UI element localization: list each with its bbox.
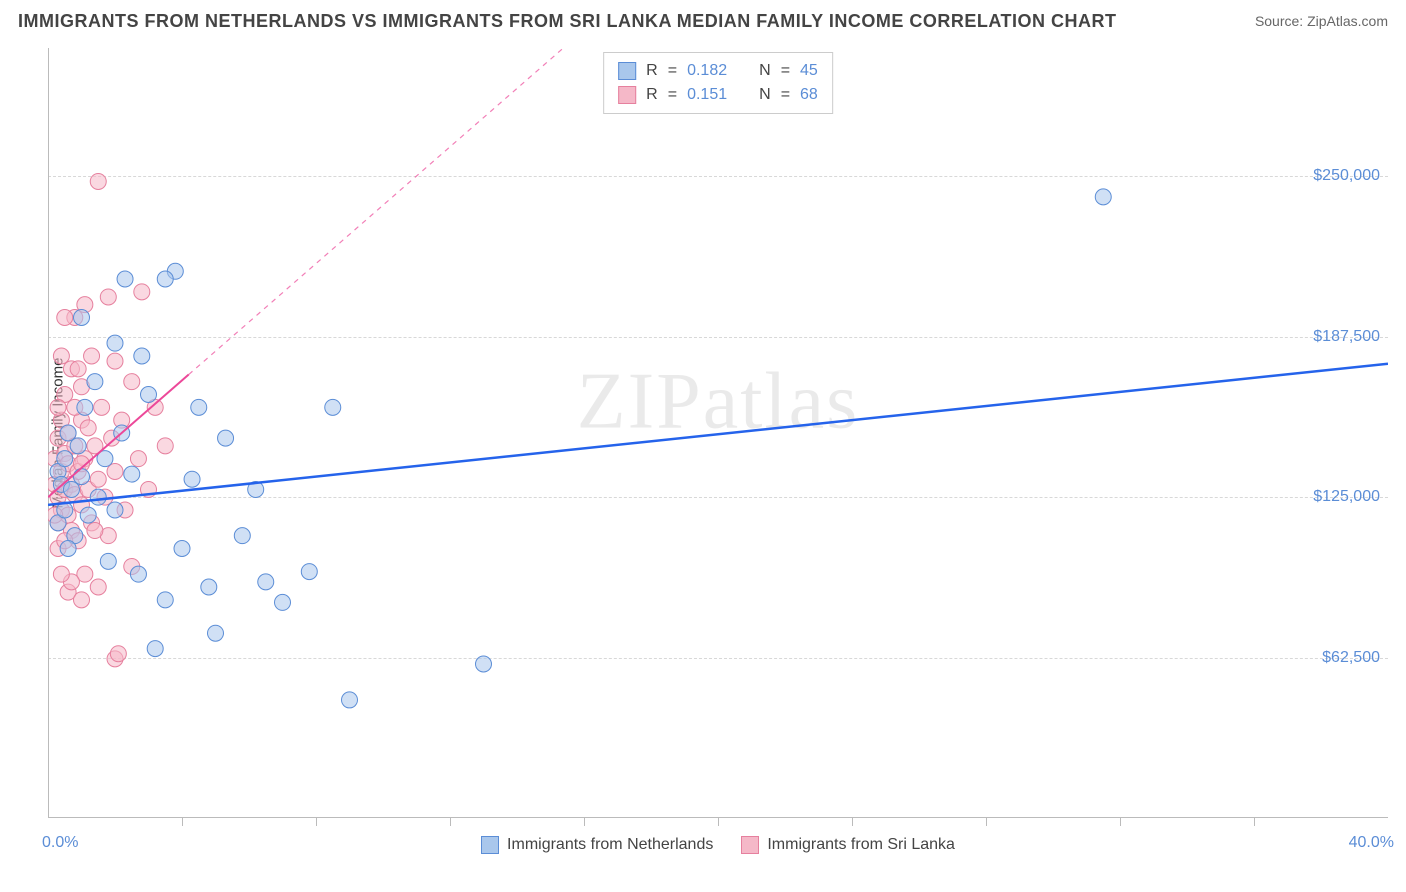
scatter-point [476, 656, 492, 672]
bottom-legend-swatch-1 [741, 836, 759, 854]
scatter-point [157, 271, 173, 287]
scatter-point [134, 284, 150, 300]
scatter-point [90, 579, 106, 595]
scatter-point [70, 361, 86, 377]
scatter-point [174, 541, 190, 557]
scatter-point [77, 399, 93, 415]
legend-swatch-0 [618, 62, 636, 80]
eq-label: = [781, 83, 790, 107]
scatter-point [124, 466, 140, 482]
bottom-legend-item-0: Immigrants from Netherlands [481, 836, 713, 854]
x-tick [182, 818, 183, 826]
scatter-point [74, 469, 90, 485]
scatter-point [84, 348, 100, 364]
scatter-point [325, 399, 341, 415]
scatter-point [87, 523, 103, 539]
scatter-point [301, 564, 317, 580]
scatter-point [107, 353, 123, 369]
x-tick [718, 818, 719, 826]
regression-line-dashed [189, 48, 564, 375]
legend-stats-box: R = 0.182 N = 45 R = 0.151 N = 68 [603, 52, 833, 114]
scatter-point [80, 507, 96, 523]
scatter-svg [48, 48, 1388, 818]
regression-line [48, 364, 1388, 505]
scatter-point [87, 374, 103, 390]
stat-r-label: R [646, 83, 658, 107]
scatter-point [90, 173, 106, 189]
scatter-point [157, 438, 173, 454]
scatter-point [60, 541, 76, 557]
scatter-point [74, 592, 90, 608]
scatter-point [90, 471, 106, 487]
scatter-point [70, 438, 86, 454]
stat-n-val-0: 45 [800, 59, 818, 83]
legend-stats-row-0: R = 0.182 N = 45 [618, 59, 818, 83]
chart-header: IMMIGRANTS FROM NETHERLANDS VS IMMIGRANT… [0, 0, 1406, 42]
scatter-point [157, 592, 173, 608]
bottom-legend-label-1: Immigrants from Sri Lanka [767, 836, 955, 854]
scatter-point [53, 566, 69, 582]
eq-label: = [668, 59, 677, 83]
scatter-point [147, 641, 163, 657]
legend-swatch-1 [618, 86, 636, 104]
scatter-point [107, 335, 123, 351]
y-tick-label: $250,000 [1313, 167, 1380, 185]
y-tick-label: $187,500 [1313, 328, 1380, 346]
scatter-point [117, 271, 133, 287]
scatter-point [80, 420, 96, 436]
x-tick [1254, 818, 1255, 826]
scatter-point [275, 594, 291, 610]
scatter-point [53, 348, 69, 364]
scatter-point [100, 553, 116, 569]
scatter-point [258, 574, 274, 590]
chart-title: IMMIGRANTS FROM NETHERLANDS VS IMMIGRANT… [18, 11, 1116, 32]
scatter-point [107, 502, 123, 518]
bottom-legend-item-1: Immigrants from Sri Lanka [741, 836, 955, 854]
scatter-point [208, 625, 224, 641]
stat-r-val-0: 0.182 [687, 59, 727, 83]
scatter-point [57, 310, 73, 326]
stat-n-label: N [759, 83, 771, 107]
x-tick [450, 818, 451, 826]
y-tick-label: $125,000 [1313, 488, 1380, 506]
legend-stats-row-1: R = 0.151 N = 68 [618, 83, 818, 107]
scatter-point [124, 374, 140, 390]
scatter-point [130, 566, 146, 582]
scatter-point [50, 399, 66, 415]
eq-label: = [781, 59, 790, 83]
scatter-point [134, 348, 150, 364]
scatter-point [94, 399, 110, 415]
stat-r-val-1: 0.151 [687, 83, 727, 107]
scatter-point [191, 399, 207, 415]
stat-n-val-1: 68 [800, 83, 818, 107]
bottom-legend-swatch-0 [481, 836, 499, 854]
x-tick [584, 818, 585, 826]
scatter-point [110, 646, 126, 662]
stat-r-label: R [646, 59, 658, 83]
scatter-point [74, 310, 90, 326]
bottom-legend: Immigrants from Netherlands Immigrants f… [48, 836, 1388, 854]
scatter-point [130, 451, 146, 467]
scatter-point [100, 289, 116, 305]
bottom-legend-label-0: Immigrants from Netherlands [507, 836, 713, 854]
plot-area: Median Family Income ZIPatlas R = 0.182 … [48, 48, 1388, 818]
scatter-point [184, 471, 200, 487]
scatter-point [90, 489, 106, 505]
scatter-point [57, 451, 73, 467]
x-tick [852, 818, 853, 826]
scatter-point [218, 430, 234, 446]
scatter-point [342, 692, 358, 708]
y-tick-label: $62,500 [1322, 649, 1380, 667]
scatter-point [1095, 189, 1111, 205]
x-tick [316, 818, 317, 826]
scatter-point [201, 579, 217, 595]
x-tick [1120, 818, 1121, 826]
stat-n-label: N [759, 59, 771, 83]
x-tick [986, 818, 987, 826]
scatter-point [141, 387, 157, 403]
scatter-point [234, 528, 250, 544]
eq-label: = [668, 83, 677, 107]
chart-source: Source: ZipAtlas.com [1255, 13, 1388, 29]
